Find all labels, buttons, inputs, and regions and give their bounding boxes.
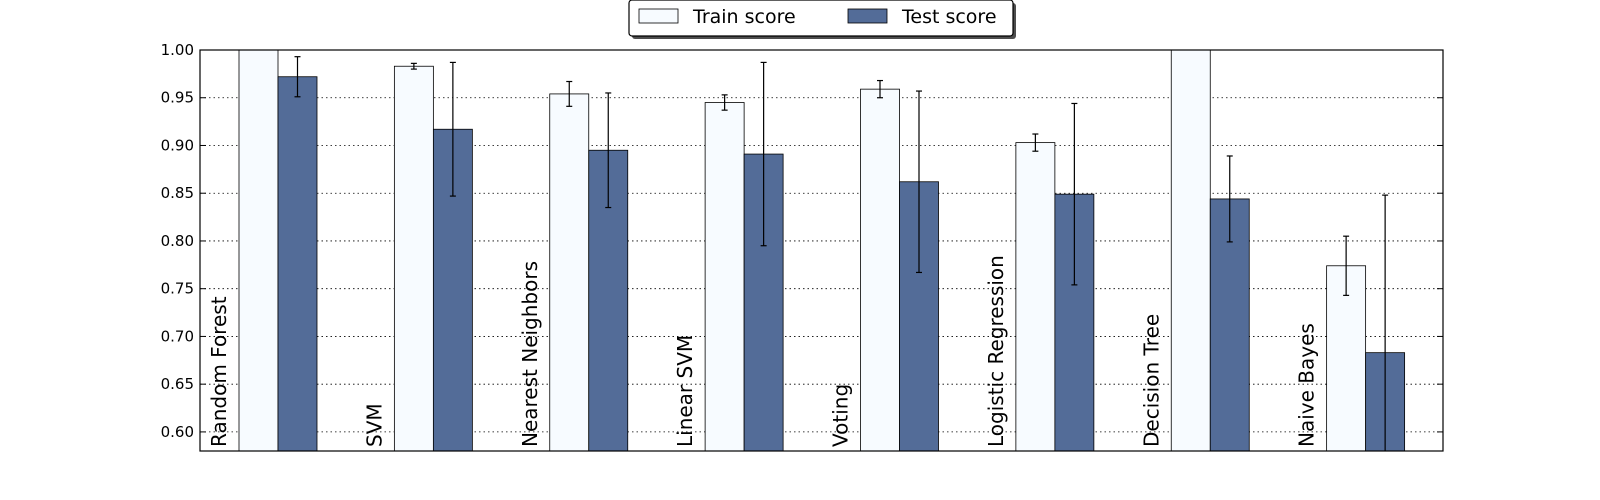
y-tick-label: 0.80 <box>161 232 194 250</box>
y-tick-label: 0.95 <box>161 89 194 107</box>
train-bar <box>1170 49 1211 452</box>
category-label: SVM <box>362 403 386 447</box>
y-tick-label: 0.65 <box>161 375 194 393</box>
legend-label-train: Train score <box>692 6 796 28</box>
test-bar <box>277 76 318 452</box>
train-bar <box>549 93 590 452</box>
train-bar <box>238 49 279 452</box>
train-bar <box>393 65 434 452</box>
bars <box>238 49 1406 452</box>
y-tick-label: 0.75 <box>161 280 194 298</box>
error-bars <box>294 56 1389 451</box>
train-bar <box>860 88 900 452</box>
legend-box <box>628 0 1014 37</box>
y-tick-label: 0.60 <box>161 423 194 441</box>
legend-swatch-train <box>638 8 679 24</box>
category-labels: Random Forest SVM Nearest Neighbors Linear … <box>207 255 1319 447</box>
legend-label-test: Test score <box>901 6 997 28</box>
y-axis-ticks: 0.60 0.65 0.70 0.75 0.80 0.85 0.90 0.95 1.00 <box>161 41 1443 441</box>
category-label: Naive Bayes <box>1295 323 1319 447</box>
y-tick-label: 1.00 <box>161 41 194 59</box>
category-label: Nearest Neighbors <box>518 261 542 447</box>
category-label: Voting <box>829 384 853 447</box>
legend-swatch-test <box>847 8 888 24</box>
category-label: Logistic Regression <box>984 255 1008 447</box>
y-tick-label: 0.85 <box>161 184 194 202</box>
y-tick-label: 0.70 <box>161 327 194 345</box>
plot-frame <box>199 49 1444 452</box>
y-tick-label: 0.90 <box>161 136 194 154</box>
legend: Train score Test score <box>628 0 1016 39</box>
category-label: Random Forest <box>207 296 231 447</box>
grid-lines <box>200 49 1443 433</box>
category-label: Decision Tree <box>1139 314 1163 447</box>
train-bar <box>1015 142 1056 452</box>
train-bar <box>704 102 745 452</box>
category-label: Linear SVM <box>673 335 697 447</box>
